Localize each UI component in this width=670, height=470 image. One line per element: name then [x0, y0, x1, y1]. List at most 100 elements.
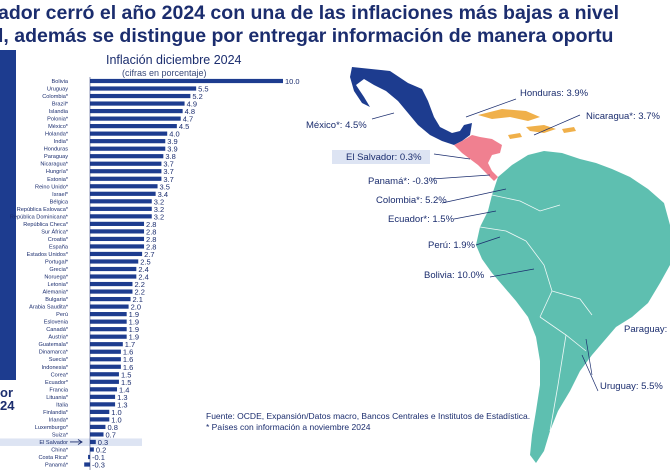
bar [90, 259, 138, 263]
category-label: Letonia* [47, 282, 68, 288]
map-label-uruguay: Uruguay: 5.5% [600, 381, 663, 392]
bar [90, 94, 190, 98]
category-label: Ecuador* [45, 380, 69, 386]
category-label: Israel* [52, 192, 69, 198]
category-label: Panamá* [45, 463, 69, 469]
bar [90, 425, 105, 429]
category-label: Italia [56, 402, 69, 408]
bar [90, 117, 181, 121]
map-label-paraguay: Paraguay: [624, 324, 667, 335]
category-label: Canadá* [46, 327, 69, 333]
bar [90, 154, 163, 158]
category-label: Suiza* [52, 432, 69, 438]
source-note: Fuente: OCDE, Expansión/Datos macro, Ban… [206, 411, 530, 433]
bar [90, 184, 158, 188]
bar [90, 447, 94, 451]
bar [90, 109, 183, 113]
bar [90, 79, 283, 83]
bar [90, 124, 177, 128]
category-label: Costa Rica* [38, 455, 68, 461]
category-label: Finlandia* [43, 410, 69, 416]
category-label: Perú [56, 312, 68, 318]
category-label: Suecia* [49, 357, 69, 363]
category-label: Bélgica [50, 199, 69, 205]
value-label: 4.5 [179, 122, 189, 131]
bar [90, 289, 132, 293]
bar [90, 274, 136, 278]
bar [90, 335, 127, 339]
map-label-nicaragua: Nicaragua*: 3.7% [586, 111, 660, 122]
category-label: Corea* [51, 372, 69, 378]
bar [90, 440, 96, 444]
map-label-el-salvador: El Salvador: 0.3% [346, 152, 422, 163]
bar [90, 267, 136, 271]
bar [90, 357, 121, 361]
bar [90, 252, 142, 256]
bar [84, 462, 90, 466]
bar [90, 132, 167, 136]
bar [88, 455, 90, 459]
map-label-panama: Panamá*: -0.3% [368, 176, 437, 187]
category-label: Brazil* [52, 102, 69, 108]
category-label: Nicaragua* [40, 162, 68, 168]
bar [90, 387, 117, 391]
category-label: Alemania* [43, 290, 69, 296]
category-label: Bulgaria* [45, 297, 69, 303]
category-label: Sur África* [41, 228, 69, 235]
bar [90, 365, 121, 369]
category-label: Croatia* [48, 237, 69, 243]
map-label-ecuador: Ecuador*: 1.5% [388, 214, 454, 225]
bar [90, 86, 196, 90]
bar [90, 207, 152, 211]
category-label: Austria* [48, 335, 68, 341]
bar [90, 417, 109, 421]
category-label: El Salvador [39, 440, 68, 446]
category-label: Francia [49, 387, 69, 393]
category-label: Indonesia* [42, 365, 69, 371]
value-label: -0.3 [92, 461, 105, 470]
bar [90, 282, 132, 286]
bar [90, 229, 144, 233]
category-label: India* [54, 139, 69, 145]
bar [90, 237, 144, 241]
bar [90, 139, 165, 143]
category-label: China* [51, 447, 69, 453]
category-label: Lituania* [46, 395, 69, 401]
category-label: Estonia* [47, 177, 69, 183]
bar [90, 214, 152, 218]
bar [90, 305, 129, 309]
category-label: España [49, 244, 69, 250]
category-label: República Eslovaca* [17, 207, 69, 213]
category-label: Paraguay [44, 154, 68, 160]
bar [90, 372, 119, 376]
category-label: Grecia* [49, 267, 68, 273]
bar [90, 312, 127, 316]
source-line-1: Fuente: OCDE, Expansión/Datos macro, Ban… [206, 411, 530, 422]
value-label: 10.0 [285, 77, 300, 86]
category-label: Noruega* [44, 275, 68, 281]
bar [90, 320, 127, 324]
category-label: Irlanda* [49, 417, 69, 423]
category-label: Hungría* [46, 169, 69, 175]
category-label: República Checa* [23, 222, 69, 228]
category-label: Dinamarca* [39, 350, 69, 356]
chart-title: Inflación diciembre 2024 [106, 53, 242, 67]
bar [90, 297, 131, 301]
map-label-peru: Perú: 1.9% [428, 240, 475, 251]
category-label: Colombia* [42, 94, 69, 100]
bar [90, 192, 156, 196]
bar [90, 432, 104, 436]
bar [90, 380, 119, 384]
bar [90, 327, 127, 331]
bar [90, 222, 144, 226]
bar [90, 244, 144, 248]
bar [90, 147, 165, 151]
map-caribbean [478, 109, 576, 139]
category-label: Arabia Saudita* [29, 305, 69, 311]
category-label: Luxemburgo* [35, 425, 69, 431]
map-mexico [350, 67, 472, 145]
map-label-mexico: México*: 4.5% [306, 120, 367, 131]
category-label: Uruguay [47, 87, 68, 93]
bar [90, 402, 115, 406]
bar [90, 350, 121, 354]
